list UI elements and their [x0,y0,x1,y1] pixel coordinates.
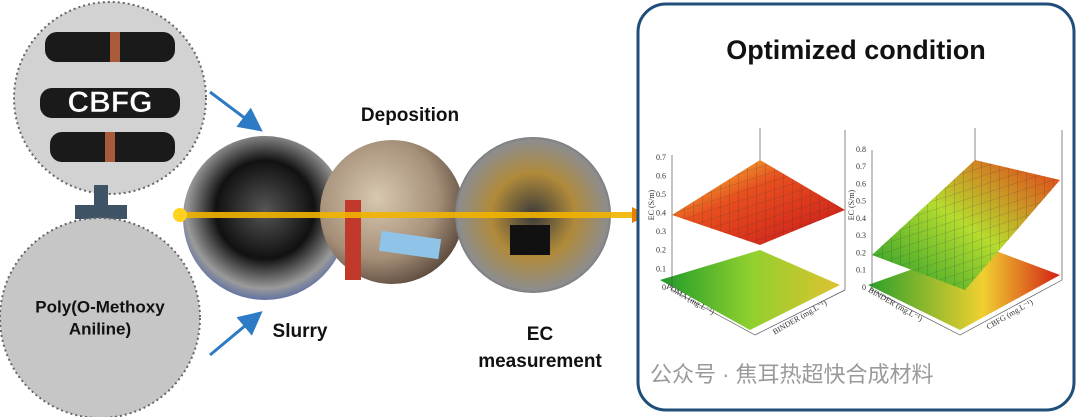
z-tick-label: 0.3 [656,227,666,236]
substrate [378,230,442,260]
step-label: EC [527,324,554,345]
z-tick-label: 0 [862,283,866,292]
z-tick-label: 0.1 [656,264,666,273]
z-tick-label: 0.2 [856,248,866,257]
plus [75,205,127,219]
z-axis-label: EC (S/m) [647,189,656,220]
poma-circle [0,217,201,417]
z-tick-label: 0.6 [856,179,866,188]
z-tick-label: 0.5 [856,197,866,206]
z-tick-label: 0.6 [656,171,666,180]
z-tick-label: 0.1 [856,266,866,275]
z-tick-label: 0.3 [856,231,866,240]
z-tick-label: 0.8 [856,145,866,154]
z-tick-label: 0.4 [856,214,866,223]
z-tick-label: 0.5 [656,190,666,199]
ec-chip [510,225,550,255]
z-tick-label: 0.7 [856,162,866,171]
step-label: Slurry [273,321,328,342]
watermark: 公众号 · 焦耳热超快合成材料 [650,362,934,387]
arrow [209,90,263,132]
cbfg-rods [40,32,180,162]
step-label: Deposition [361,105,459,126]
poma-label: Poly(O-Methoxy [35,297,165,316]
z-axis-label: EC (S/m) [847,189,856,220]
z-tick-label: 0 [662,283,666,292]
holder [345,200,361,280]
arrow [209,311,263,357]
surface-plot [660,128,846,336]
poma-label: Aniline) [69,319,131,338]
beam-source [173,208,187,222]
result-title: Optimized condition [726,35,985,65]
step-label: measurement [478,351,602,372]
z-tick-label: 0.7 [656,153,666,162]
z-tick-label: 0.2 [656,246,666,255]
surface-plot [868,128,1063,336]
z-tick-label: 0.4 [656,209,666,218]
cbfg-label: CBFG [68,86,153,119]
